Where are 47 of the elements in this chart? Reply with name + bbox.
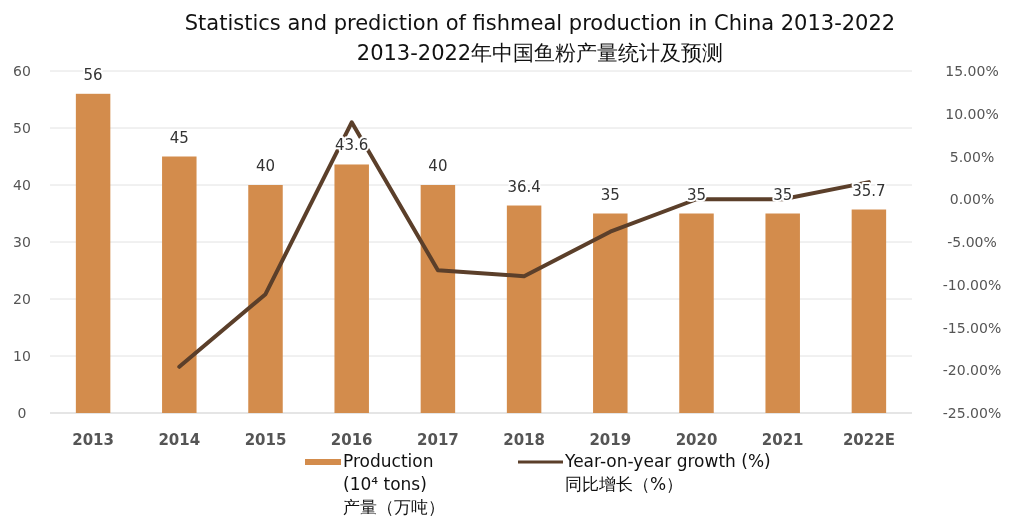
data-label: 45 — [169, 128, 189, 147]
y2-tick-label: -10.00% — [942, 276, 1002, 293]
bar — [334, 164, 369, 413]
bar — [851, 209, 887, 413]
x-tick-label: 2016 — [330, 431, 373, 449]
y-tick-label: 10 — [13, 348, 31, 364]
data-label: 35 — [600, 185, 620, 204]
y2-tick-label: 15.00% — [945, 63, 999, 79]
y2-tick-label: -20.00% — [942, 362, 1002, 379]
bar — [248, 185, 283, 413]
x-tick-label: 2015 — [244, 431, 287, 449]
x-tick-label: 2022E — [842, 431, 895, 449]
y2-tick-label: -25.00% — [942, 405, 1002, 421]
x-tick-label: 2017 — [417, 431, 459, 449]
y2-tick-label: -5.00% — [947, 234, 997, 250]
y-tick-label: 20 — [13, 291, 31, 307]
bar — [162, 156, 197, 413]
x-tick-label: 2014 — [158, 431, 201, 449]
y-tick-label: 60 — [13, 63, 31, 79]
legend-label: Production (10⁴ tons) 产量（万吨） — [343, 451, 445, 517]
bar — [593, 213, 628, 413]
data-label: 40 — [255, 157, 276, 175]
y-tick-label: 40 — [13, 177, 31, 193]
y-tick-label: 30 — [13, 234, 31, 250]
x-tick-label: 2013 — [72, 431, 114, 449]
y2-tick-label: -15.00% — [942, 319, 1002, 336]
legend-label: Year-on-year growth (%) 同比增长（%） — [564, 451, 771, 494]
x-tick-label: 2021 — [761, 431, 804, 449]
data-label: 40 — [428, 157, 448, 175]
bar — [765, 213, 800, 413]
x-tick-label: 2018 — [503, 431, 545, 449]
data-label: 56 — [83, 65, 103, 84]
chart-title: Statistics and prediction of fishmeal production in China 2013-2022 — [184, 11, 896, 35]
bar — [506, 205, 542, 413]
y2-tick-label: 10.00% — [945, 105, 999, 122]
y-tick-label: 0 — [17, 405, 27, 421]
y2-tick-label: 0.00% — [949, 191, 995, 208]
chart-subtitle: 2013-2022年中国鱼粉产量统计及预测 — [356, 41, 724, 65]
x-tick-label: 2020 — [675, 431, 718, 449]
data-label: 36.4 — [507, 177, 541, 196]
bar — [75, 93, 111, 413]
bar — [420, 185, 456, 413]
bar — [679, 213, 714, 413]
y2-tick-label: 5.00% — [949, 148, 995, 165]
x-tick-label: 2019 — [589, 431, 632, 449]
y-tick-label: 50 — [13, 120, 31, 136]
data-label: 35.7 — [852, 181, 886, 200]
